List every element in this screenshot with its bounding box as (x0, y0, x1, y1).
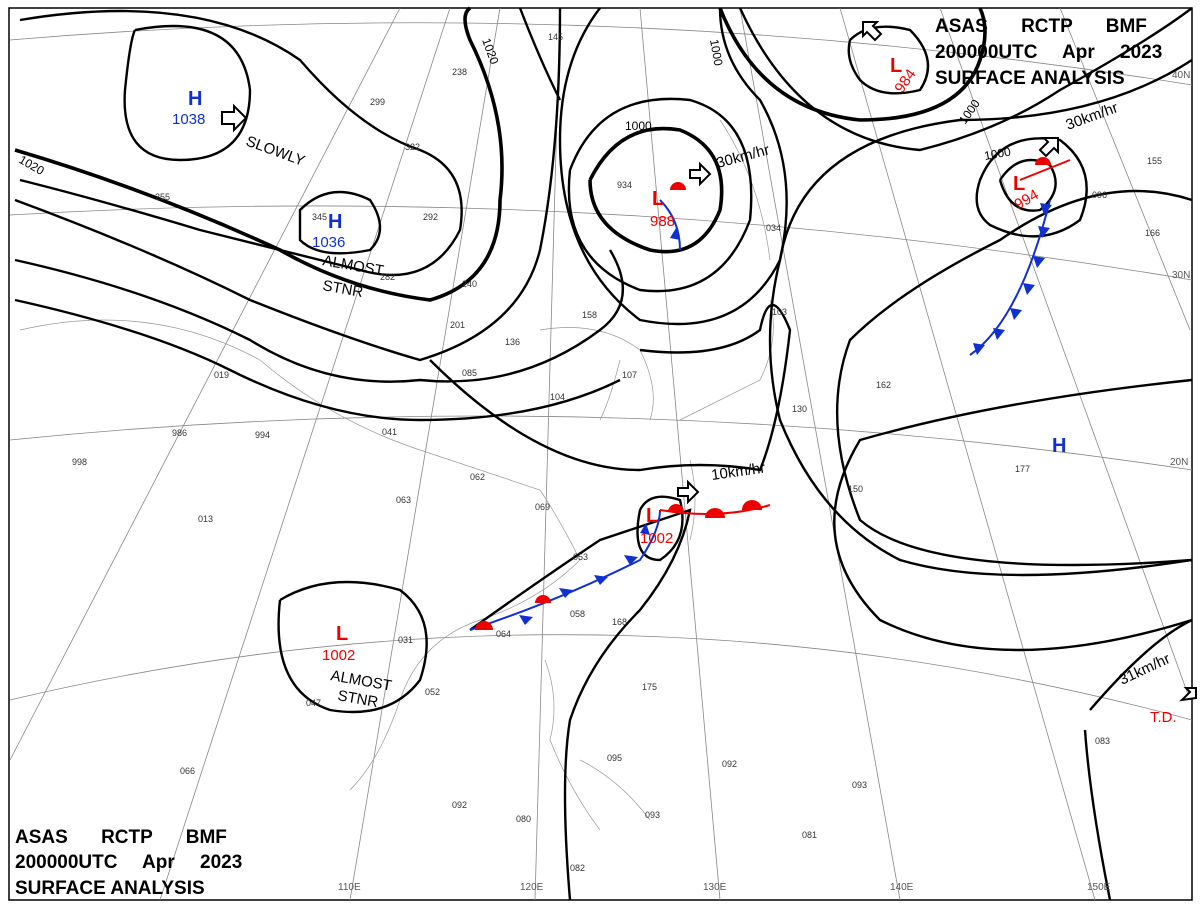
station-plot: 034 (766, 223, 781, 233)
coastlines (19, 119, 774, 831)
grid-label: 40N (1172, 70, 1190, 81)
station-plot: 066 (180, 766, 195, 776)
station-plot: 107 (622, 370, 637, 380)
station-plot: 282 (380, 272, 395, 282)
system-type: H (328, 211, 342, 233)
station-plot: 085 (462, 368, 477, 378)
station-plot: 047 (306, 698, 321, 708)
station-plot: 130 (792, 404, 807, 414)
station-plot: 177 (1015, 464, 1030, 474)
header-line: SURFACE ANALYSIS (935, 68, 1125, 89)
station-plot: 053 (573, 552, 588, 562)
station-plot: 299 (370, 97, 385, 107)
station-plot: 052 (425, 687, 440, 697)
system-value: 1038 (172, 111, 205, 128)
station-plot: 013 (198, 514, 213, 524)
system-type: L (336, 623, 348, 645)
station-plot: 166 (1145, 228, 1160, 238)
station-plot: 155 (1147, 156, 1162, 166)
header-line: 200000UTC Apr 2023 (935, 42, 1162, 63)
system-value: 1002 (322, 647, 355, 664)
station-plot: 080 (516, 814, 531, 824)
station-plot: 093 (645, 810, 660, 820)
station-plot: 019 (214, 370, 229, 380)
station-plot: 092 (722, 759, 737, 769)
station-plot: 064 (496, 629, 511, 639)
grid-label: 130E (703, 882, 727, 893)
station-plot: 095 (607, 753, 622, 763)
isobar-label: 1000 (983, 144, 1012, 162)
station-plot: 103 (772, 307, 787, 317)
station-plot: 998 (72, 457, 87, 467)
system-type: H (188, 88, 202, 110)
fronts (469, 157, 1071, 631)
station-plot: 093 (852, 780, 867, 790)
station-plot: 081 (802, 830, 817, 840)
system-value: 1002 (640, 530, 673, 547)
grid-label: 140E (890, 882, 914, 893)
station-plot: 934 (617, 180, 632, 190)
motion-label: STNR (336, 687, 379, 711)
isobar-label: 1000 (707, 38, 725, 67)
grid-label: 110E (338, 882, 361, 893)
station-plot: 986 (172, 428, 187, 438)
station-plot: 041 (382, 427, 397, 437)
system-value: 988 (650, 213, 675, 230)
system-type: L (890, 55, 902, 77)
station-plot: 175 (642, 682, 657, 692)
station-plot: 162 (876, 380, 891, 390)
motion-label: STNR (321, 277, 364, 301)
header-line: 200000UTC Apr 2023 (15, 852, 242, 873)
station-plot: 062 (470, 472, 485, 482)
system-value: 1036 (312, 234, 345, 251)
station-plot: 083 (1095, 736, 1110, 746)
system-type: L (1013, 173, 1025, 195)
station-plot: 201 (450, 320, 465, 330)
motion-label: T.D. (1150, 709, 1177, 726)
station-plot: 240 (462, 279, 477, 289)
station-plot: 994 (255, 430, 270, 440)
header-line: SURFACE ANALYSIS (15, 878, 205, 899)
station-plot: 031 (398, 635, 413, 645)
grid-label: 150E (1087, 882, 1111, 893)
graticule (9, 7, 1193, 901)
header-line: ASAS RCTP BMF (15, 827, 227, 848)
station-plot: 168 (612, 617, 627, 627)
station-plot: 136 (505, 337, 520, 347)
system-type: L (646, 505, 658, 527)
isobar-label: 1000 (625, 119, 652, 133)
system-type: L (652, 188, 664, 210)
grid-label: 30N (1172, 270, 1190, 281)
station-plot: 058 (570, 609, 585, 619)
grid-label: 20N (1170, 457, 1188, 468)
station-plot: 069 (535, 502, 550, 512)
station-plot: 096 (1092, 190, 1107, 200)
grid-label: 120E (520, 882, 544, 893)
station-plot: 345 (312, 212, 327, 222)
station-plot: 158 (582, 310, 597, 320)
station-plot: 092 (452, 800, 467, 810)
station-plot: 238 (452, 67, 467, 77)
station-plot: 322 (405, 142, 420, 152)
station-plot: 082 (570, 863, 585, 873)
isobars (14, 6, 1193, 901)
station-plot: 063 (396, 495, 411, 505)
motion-arrows (221, 21, 1197, 702)
station-plot: 145 (548, 32, 563, 42)
station-plot: 150 (848, 484, 863, 494)
station-plot: 104 (550, 392, 565, 402)
station-plot: 255 (155, 192, 170, 202)
system-type: H (1052, 435, 1066, 457)
header-line: ASAS RCTP BMF (935, 16, 1147, 37)
station-plot: 292 (423, 212, 438, 222)
